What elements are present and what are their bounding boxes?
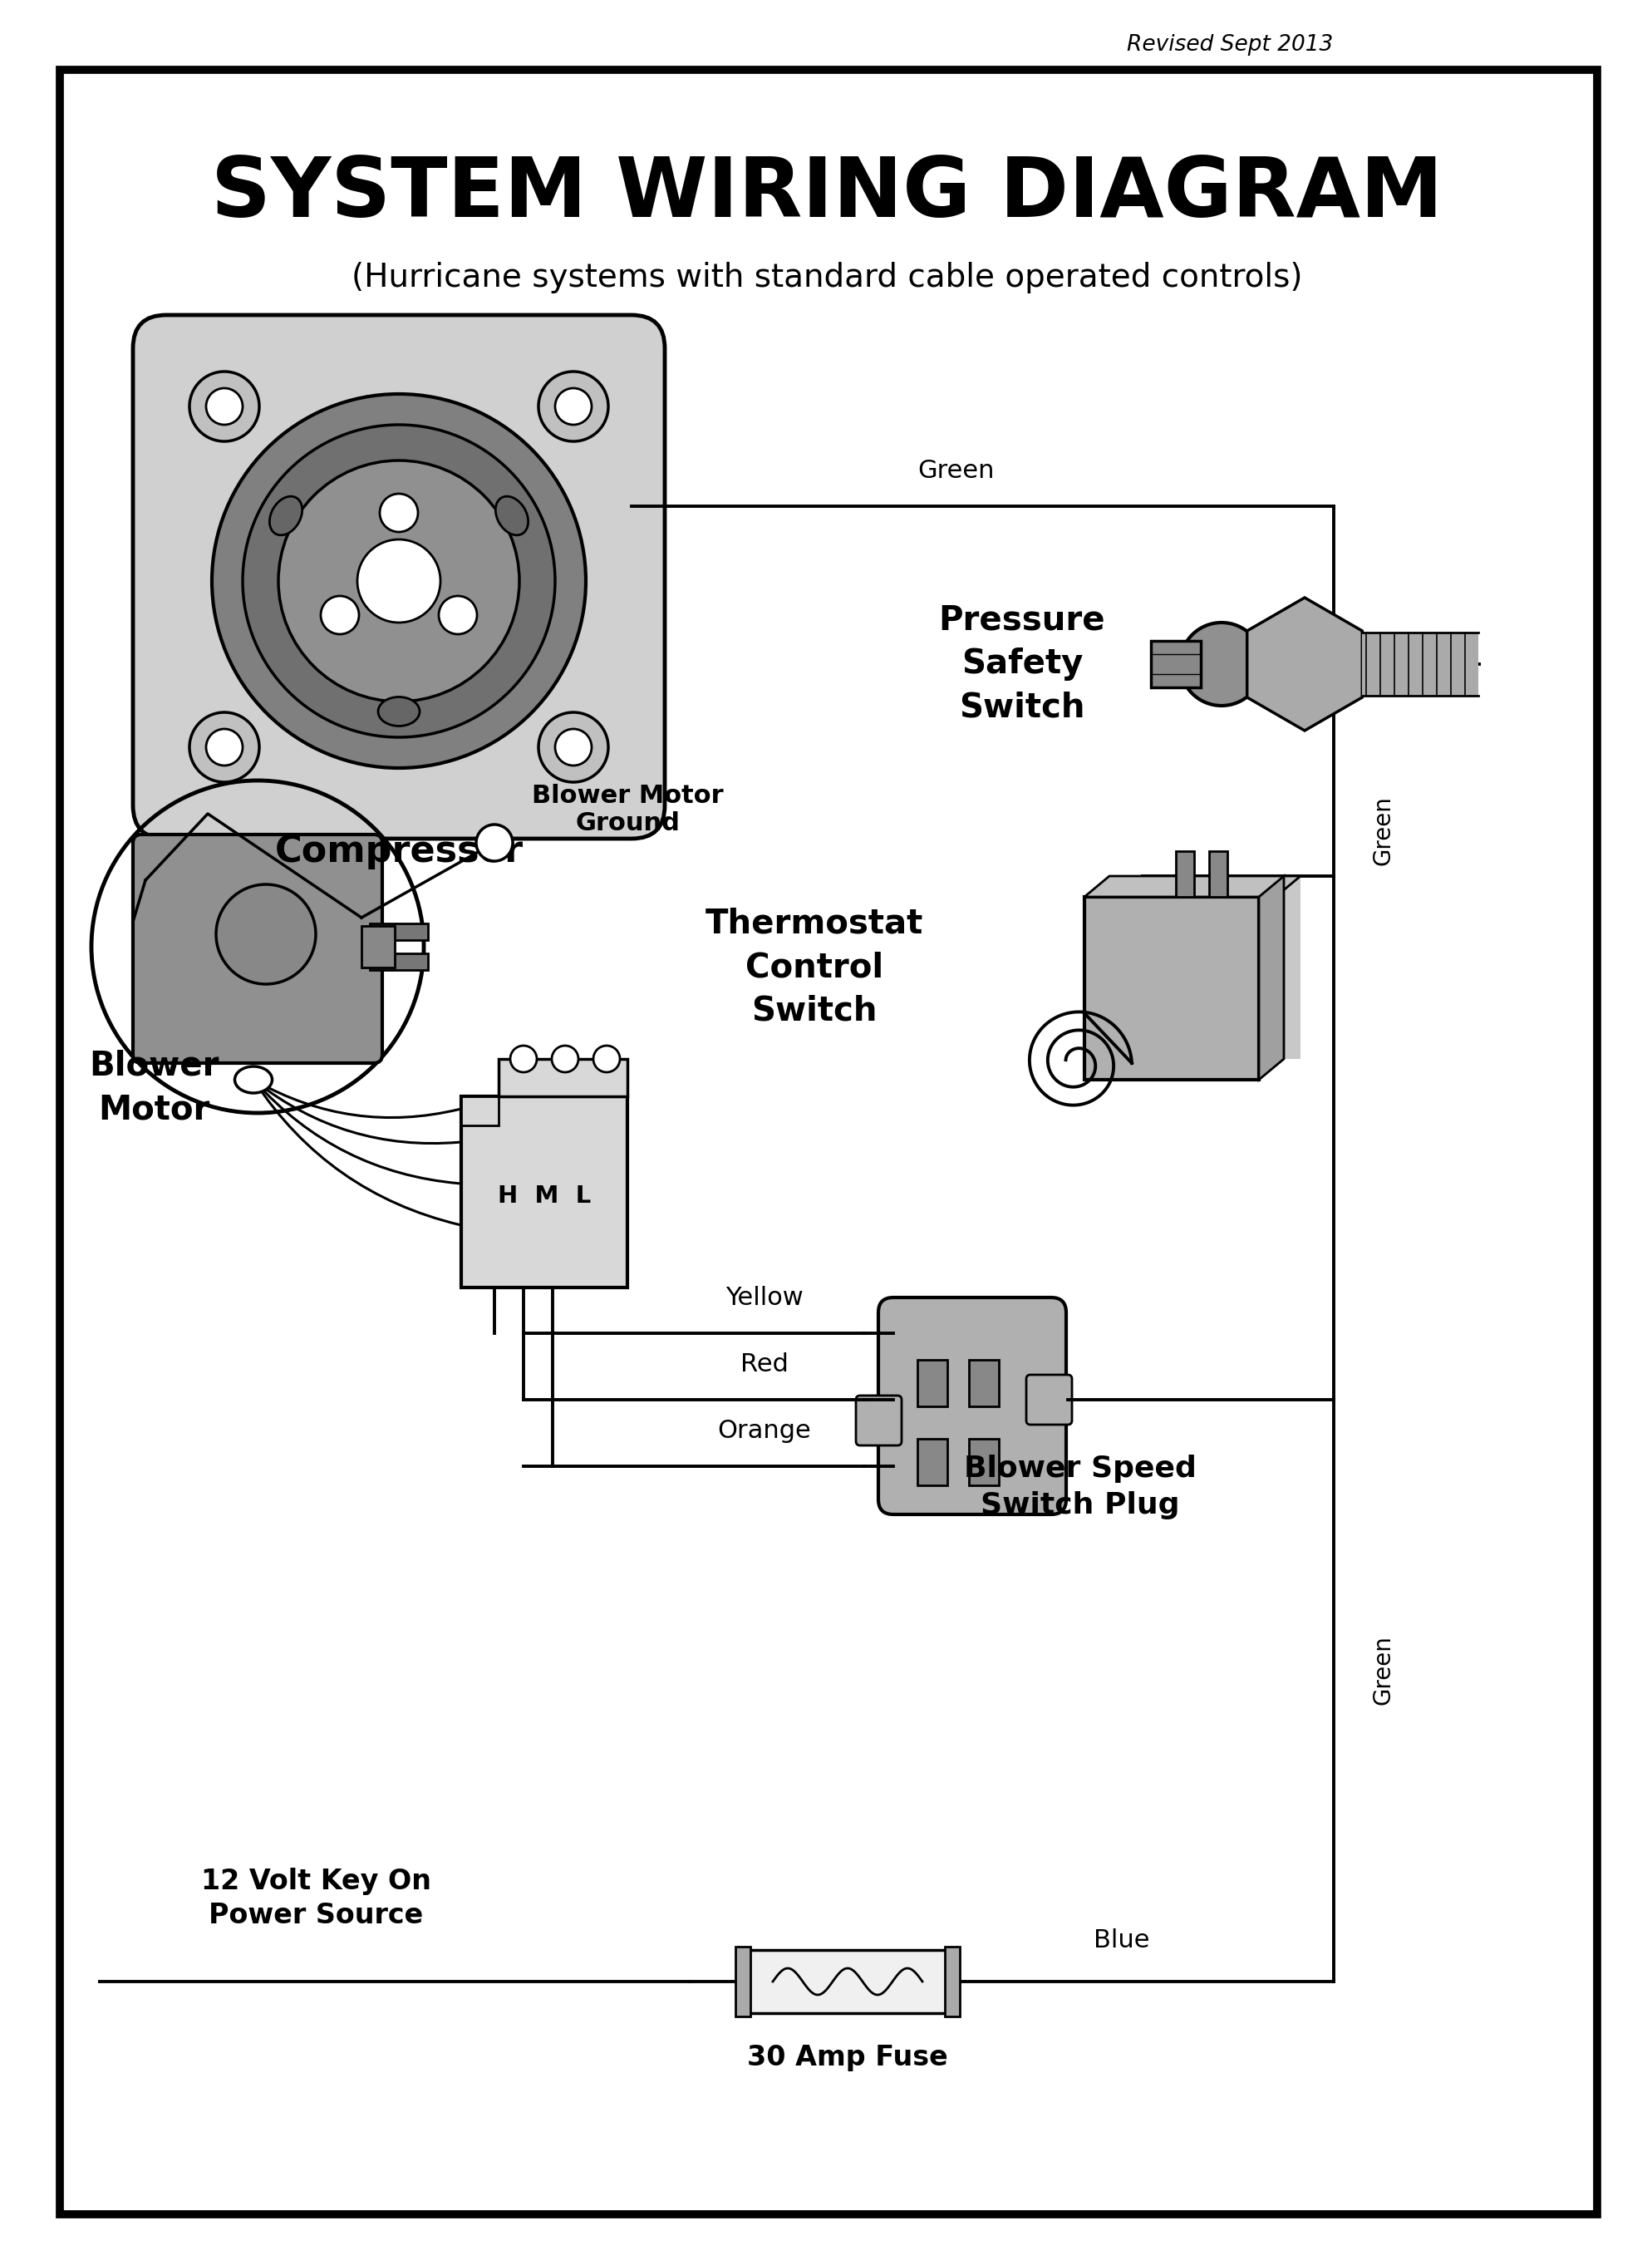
Circle shape (552, 1046, 578, 1071)
Bar (970, 1361, 999, 1406)
Text: 12 Volt Key On
Power Source: 12 Volt Key On Power Source (200, 1867, 431, 1930)
FancyBboxPatch shape (1026, 1374, 1072, 1424)
Circle shape (555, 730, 591, 766)
Text: Thermostat
Control
Switch: Thermostat Control Switch (705, 906, 923, 1028)
Bar (1151, 642, 1201, 687)
Bar (370, 954, 428, 970)
Circle shape (357, 540, 441, 622)
Text: SYSTEM WIRING DIAGRAM: SYSTEM WIRING DIAGRAM (211, 154, 1442, 235)
Circle shape (279, 461, 519, 701)
Ellipse shape (235, 1067, 273, 1094)
Circle shape (380, 493, 418, 531)
Bar (1363, 633, 1479, 696)
Text: Green: Green (1371, 1634, 1396, 1704)
Circle shape (190, 712, 259, 782)
Ellipse shape (496, 497, 529, 536)
Text: Pressure
Safety
Switch: Pressure Safety Switch (938, 603, 1105, 723)
Text: Compressor: Compressor (274, 834, 524, 870)
Circle shape (539, 371, 608, 441)
Text: Revised Sept 2013: Revised Sept 2013 (1127, 34, 1333, 56)
FancyBboxPatch shape (132, 314, 664, 838)
Text: Orange: Orange (717, 1419, 811, 1442)
Bar (1084, 897, 1259, 1080)
Bar (461, 1096, 499, 1125)
Bar (370, 924, 428, 940)
Text: Yellow: Yellow (725, 1286, 803, 1311)
Text: Blower
Motor: Blower Motor (89, 1049, 218, 1125)
FancyBboxPatch shape (132, 834, 382, 1062)
Bar (917, 1440, 947, 1485)
Bar (362, 927, 395, 967)
Circle shape (539, 712, 608, 782)
Text: 30 Amp Fuse: 30 Amp Fuse (747, 2043, 948, 2072)
Circle shape (243, 425, 555, 737)
Circle shape (510, 1046, 537, 1071)
Circle shape (555, 389, 591, 425)
Bar (917, 1361, 947, 1406)
Text: Blue: Blue (1094, 1928, 1150, 1953)
Ellipse shape (378, 696, 420, 725)
Bar (1176, 852, 1194, 897)
Bar (945, 1946, 960, 2016)
Bar (970, 1440, 999, 1485)
Text: Red: Red (740, 1351, 788, 1376)
Circle shape (206, 389, 243, 425)
Circle shape (211, 393, 586, 768)
Ellipse shape (1180, 622, 1264, 705)
Circle shape (593, 1046, 620, 1071)
Text: Green: Green (917, 459, 995, 484)
FancyBboxPatch shape (856, 1397, 902, 1446)
Bar (735, 1946, 750, 2016)
Polygon shape (1259, 877, 1284, 1080)
Circle shape (439, 597, 477, 635)
Text: (Hurricane systems with standard cable operated controls): (Hurricane systems with standard cable o… (352, 262, 1302, 294)
Circle shape (216, 884, 316, 983)
Text: Green: Green (1371, 796, 1396, 866)
Text: Blower Speed
Switch Plug: Blower Speed Switch Plug (965, 1453, 1196, 1519)
Circle shape (476, 825, 512, 861)
Circle shape (206, 730, 243, 766)
Bar (748, 1950, 947, 2014)
Bar (1110, 877, 1300, 1060)
Text: H  M  L: H M L (497, 1184, 591, 1207)
Ellipse shape (269, 497, 302, 536)
Text: Blower Motor
Ground: Blower Motor Ground (532, 784, 724, 836)
Bar (499, 1060, 628, 1096)
FancyBboxPatch shape (879, 1297, 1066, 1514)
Polygon shape (1247, 597, 1363, 730)
Circle shape (190, 371, 259, 441)
Polygon shape (1084, 877, 1300, 897)
Bar (1209, 852, 1227, 897)
Circle shape (320, 597, 358, 635)
Bar (461, 1096, 628, 1288)
